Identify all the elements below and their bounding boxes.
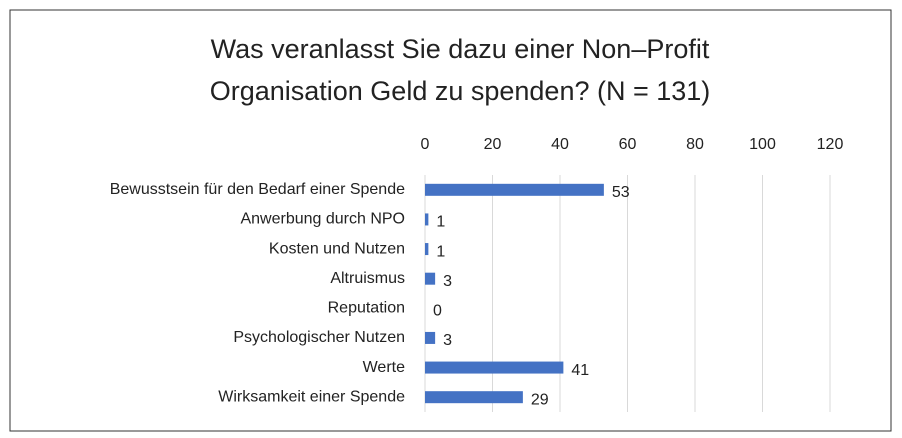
data-label: 41 bbox=[571, 362, 589, 379]
y-tick-label: Altruismus bbox=[330, 270, 405, 287]
y-tick-label: Anwerbung durch NPO bbox=[240, 211, 405, 228]
bar bbox=[425, 391, 523, 404]
x-tick-label: 0 bbox=[421, 136, 430, 153]
y-tick-label: Bewusstsein für den Bedarf einer Spende bbox=[110, 181, 405, 198]
bar bbox=[425, 361, 564, 374]
data-label: 29 bbox=[531, 391, 549, 408]
x-tick-label: 120 bbox=[817, 136, 844, 153]
y-tick-label: Kosten und Nutzen bbox=[269, 240, 405, 257]
data-label: 53 bbox=[612, 184, 630, 201]
bar bbox=[425, 183, 604, 196]
y-tick-label: Wirksamkeit einer Spende bbox=[218, 388, 405, 405]
y-tick-label: Psychologischer Nutzen bbox=[233, 329, 405, 346]
x-tick-label: 60 bbox=[619, 136, 637, 153]
bar bbox=[425, 213, 429, 226]
x-tick-label: 100 bbox=[749, 136, 776, 153]
x-tick-label: 80 bbox=[686, 136, 704, 153]
chart-border bbox=[9, 9, 892, 432]
chart-title: Was veranlasst Sie dazu einer Non–Profit… bbox=[209, 34, 711, 106]
x-tick-label: 20 bbox=[484, 136, 502, 153]
data-label: 3 bbox=[443, 273, 452, 290]
bar bbox=[425, 272, 436, 285]
data-label: 1 bbox=[436, 214, 445, 231]
x-tick-label: 40 bbox=[551, 136, 569, 153]
data-label: 0 bbox=[433, 303, 442, 320]
bar bbox=[425, 331, 436, 344]
data-label: 3 bbox=[443, 332, 452, 349]
y-tick-label: Reputation bbox=[328, 300, 405, 317]
y-tick-label: Werte bbox=[363, 359, 405, 376]
bar bbox=[425, 243, 429, 256]
data-label: 1 bbox=[436, 243, 445, 260]
